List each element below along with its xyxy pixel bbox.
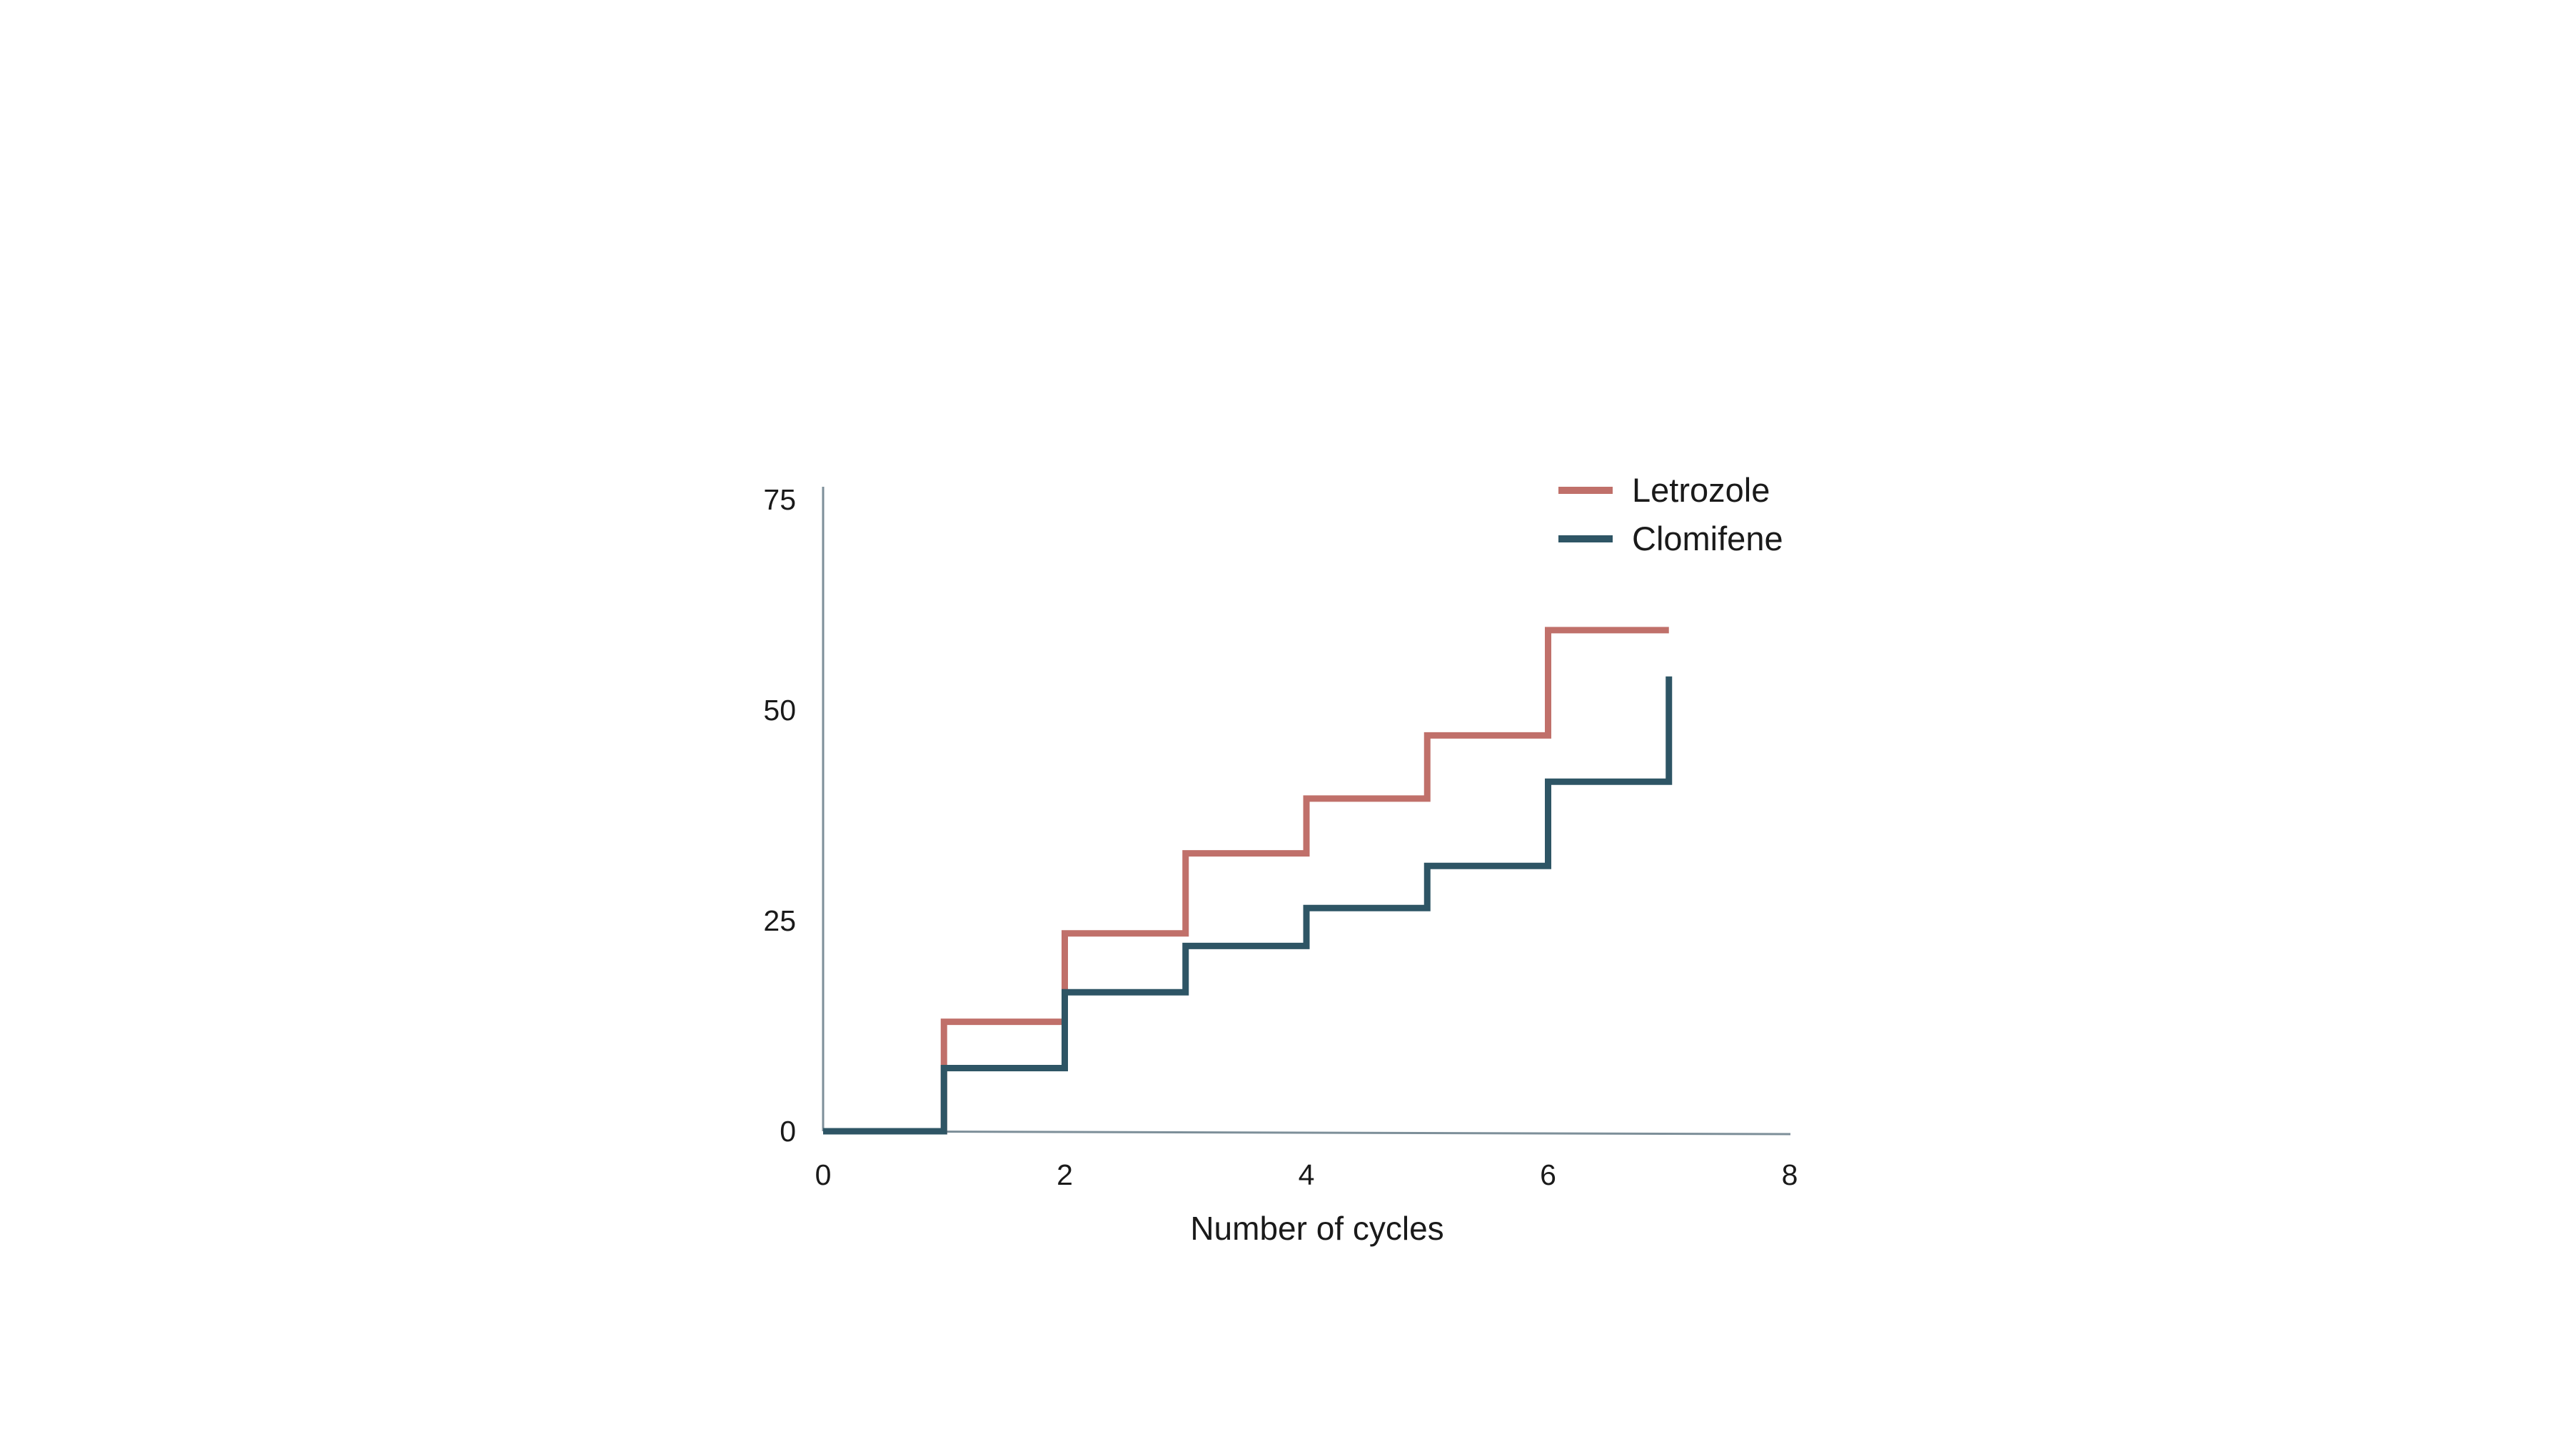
x-tick-label: 8 bbox=[1782, 1158, 1798, 1191]
y-tick-labels: 0 25 50 75 bbox=[763, 483, 796, 1148]
x-axis-title: Number of cycles bbox=[1190, 1210, 1443, 1247]
series-line-letrozole bbox=[823, 627, 1669, 1135]
legend-label: Clomifene bbox=[1632, 520, 1783, 557]
x-tick-label: 2 bbox=[1057, 1158, 1073, 1191]
y-tick-label: 0 bbox=[780, 1115, 796, 1148]
legend: Letrozole Clomifene bbox=[1558, 471, 1783, 557]
x-tick-label: 6 bbox=[1540, 1158, 1556, 1191]
legend-item-letrozole: Letrozole bbox=[1558, 471, 1770, 509]
x-tick-labels: 0 2 4 6 8 bbox=[815, 1158, 1798, 1191]
legend-item-clomifene: Clomifene bbox=[1558, 520, 1783, 557]
series-line-clomifene bbox=[823, 676, 1673, 1135]
x-axis-line bbox=[822, 1130, 1791, 1136]
y-tick-label: 50 bbox=[763, 694, 796, 727]
axes bbox=[822, 487, 1791, 1136]
x-tick-label: 0 bbox=[815, 1158, 832, 1191]
y-tick-label: 25 bbox=[763, 904, 796, 937]
x-tick-label: 4 bbox=[1299, 1158, 1315, 1191]
y-tick-label: 75 bbox=[763, 483, 796, 516]
legend-label: Letrozole bbox=[1632, 471, 1770, 509]
series-layer bbox=[823, 627, 1673, 1135]
